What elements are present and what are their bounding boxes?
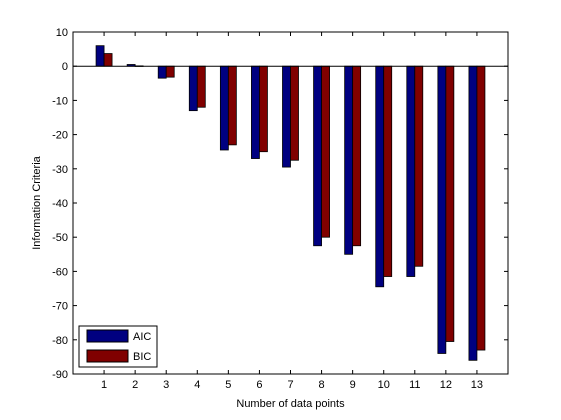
x-tick-label: 11 <box>409 379 420 391</box>
bar-aic-5 <box>219 65 229 151</box>
x-tick-label: 8 <box>319 379 325 391</box>
x-tick-label: 13 <box>471 379 483 391</box>
bar-bic-10 <box>383 65 393 277</box>
bar-aic-13 <box>468 65 478 361</box>
bar-aic-6 <box>251 65 260 159</box>
bar-aic-12 <box>437 65 447 354</box>
bar-aic-1 <box>95 45 105 67</box>
bar-bic-11 <box>414 65 424 267</box>
x-axis-ticks: 1 2 3 4 5 6 7 8 9 10 11 12 13 <box>101 32 483 391</box>
y-axis-label: Information Criteria <box>31 155 43 249</box>
bar-bic-13 <box>476 65 486 351</box>
bar-bic-6 <box>259 65 268 153</box>
bar-bic-9 <box>352 65 362 247</box>
legend-label-bic: BIC <box>133 351 151 363</box>
x-tick-label: 4 <box>194 379 200 391</box>
bar-aic-11 <box>406 65 416 277</box>
x-tick-label: 3 <box>163 379 169 391</box>
y-tick-label: -80 <box>52 335 68 347</box>
bar-bic-5 <box>227 65 237 146</box>
y-tick-label: -60 <box>52 266 68 278</box>
y-tick-label: 10 <box>56 27 68 39</box>
x-tick-label: 6 <box>256 379 262 391</box>
bar-bic-8 <box>321 65 330 238</box>
bar-aic-10 <box>375 65 385 288</box>
bar-aic-3 <box>157 65 167 79</box>
bar-aic-9 <box>344 65 354 255</box>
bar-bic-4 <box>196 65 206 108</box>
x-axis-label: Number of data points <box>236 398 345 410</box>
bar-aic-4 <box>188 65 198 112</box>
bar-bic-3 <box>165 65 175 78</box>
bar-aic-7 <box>282 65 291 168</box>
legend: AIC BIC <box>78 325 158 368</box>
bar-bic-1 <box>103 53 113 67</box>
y-tick-label: 0 <box>62 61 68 73</box>
x-tick-label: 5 <box>225 379 231 391</box>
x-tick-label: 1 <box>101 379 107 391</box>
bar-aic-8 <box>313 65 322 247</box>
legend-swatch-bic <box>86 349 129 363</box>
bars-group <box>95 45 486 361</box>
x-tick-label: 12 <box>440 379 452 391</box>
x-tick-label: 7 <box>287 379 293 391</box>
x-tick-label: 10 <box>378 379 390 391</box>
y-tick-label: -40 <box>52 198 68 210</box>
x-tick-label: 2 <box>132 379 138 391</box>
x-tick-label: 9 <box>350 379 356 391</box>
legend-swatch-aic <box>86 329 129 343</box>
legend-label-aic: AIC <box>133 331 151 343</box>
y-tick-label: -30 <box>52 164 68 176</box>
y-tick-label: -10 <box>52 95 68 107</box>
bar-bic-12 <box>445 65 455 342</box>
y-tick-label: -90 <box>52 369 68 381</box>
y-tick-label: -20 <box>52 130 68 142</box>
y-tick-label: -50 <box>52 232 68 244</box>
y-tick-label: -70 <box>52 301 68 313</box>
y-axis-ticks: 10 0 -10 -20 -30 -40 -50 -60 -70 -80 -90 <box>52 27 508 381</box>
bar-bic-7 <box>290 65 299 161</box>
